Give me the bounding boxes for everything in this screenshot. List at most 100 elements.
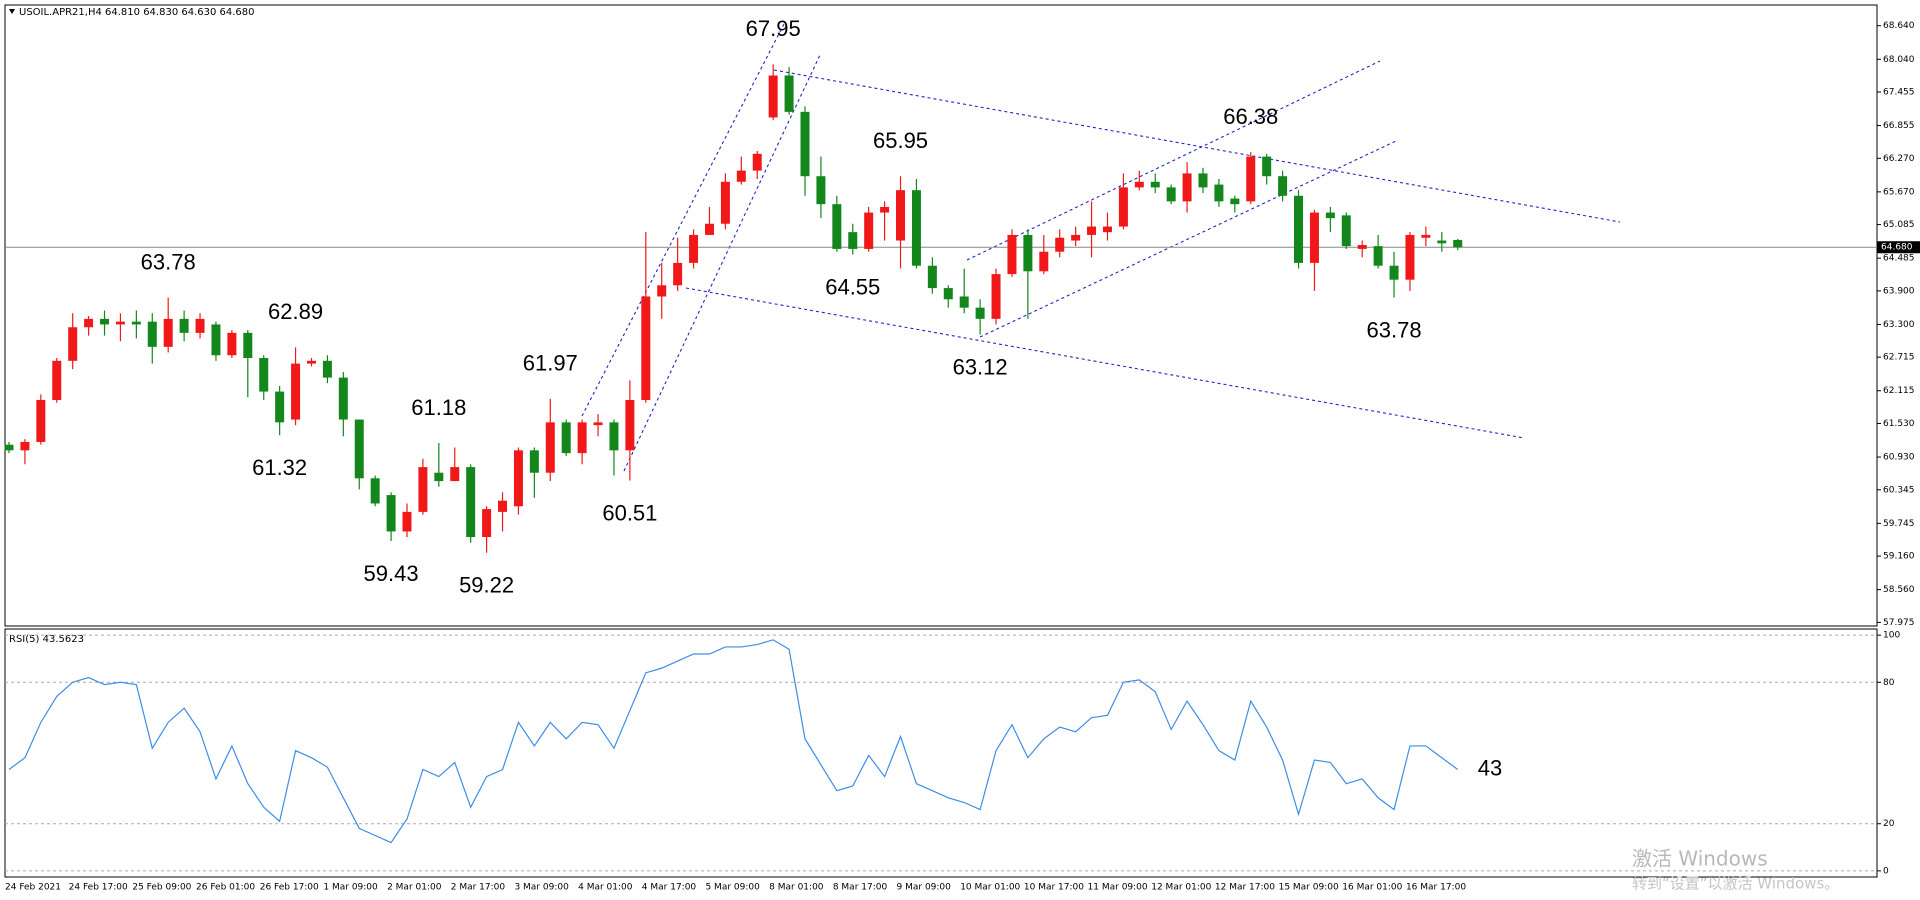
rsi-annotation: 43 — [1478, 755, 1502, 780]
last-price-label: 64.680 — [1881, 243, 1913, 253]
price-annotation: 64.55 — [825, 274, 880, 299]
y-tick-label: 62.115 — [1883, 386, 1915, 396]
y-tick-label: 63.300 — [1883, 320, 1915, 330]
candle-body — [1071, 234, 1081, 241]
price-annotation: 65.95 — [873, 128, 928, 153]
candle-body — [1118, 187, 1128, 227]
candle-body — [434, 472, 444, 482]
candle-body — [1182, 173, 1192, 202]
price-annotation: 63.78 — [1367, 317, 1422, 342]
candle-body — [498, 500, 508, 512]
y-tick-label: 66.270 — [1883, 154, 1915, 164]
price-annotation: 59.43 — [364, 561, 419, 586]
candle-body — [673, 262, 683, 286]
candle-body — [68, 327, 78, 361]
candle-body — [354, 419, 364, 479]
x-tick-label: 12 Mar 17:00 — [1215, 883, 1275, 893]
y-tick-label: 68.640 — [1883, 21, 1915, 31]
candle-body — [418, 467, 428, 512]
candle-body — [386, 495, 396, 532]
x-tick-label: 26 Feb 17:00 — [260, 883, 319, 893]
candle-body — [1023, 234, 1033, 272]
candle-body — [752, 153, 762, 171]
price-annotation: 61.18 — [411, 395, 466, 420]
candle-body — [1437, 240, 1447, 244]
candle-body — [243, 332, 253, 359]
candle-body — [306, 360, 316, 364]
y-tick-label: 65.085 — [1883, 220, 1915, 230]
candle-body — [561, 422, 571, 454]
candle-body — [275, 391, 285, 423]
y-tick-label: 20 — [1883, 819, 1895, 829]
trend-line — [773, 69, 1621, 223]
x-tick-label: 2 Mar 17:00 — [451, 883, 506, 893]
trend-line — [979, 140, 1397, 338]
candle-body — [641, 296, 651, 400]
y-tick-label: 61.530 — [1883, 419, 1915, 429]
x-tick-label: 8 Mar 17:00 — [833, 883, 888, 893]
x-tick-label: 1 Mar 09:00 — [323, 883, 378, 893]
candle-body — [1262, 156, 1272, 177]
candle-body — [657, 285, 667, 297]
watermark: 激活 Windows — [1632, 847, 1768, 871]
candle-body — [163, 318, 173, 347]
candle-body — [704, 223, 714, 235]
y-tick-label: 80 — [1883, 678, 1895, 688]
candle-body — [1389, 265, 1399, 280]
candle-body — [1341, 215, 1351, 247]
candle-body — [259, 358, 269, 392]
y-tick-label: 64.485 — [1883, 254, 1915, 264]
price-annotation: 63.78 — [141, 249, 196, 274]
candle-body — [179, 318, 189, 333]
x-tick-label: 10 Mar 01:00 — [960, 883, 1020, 893]
price-annotation: 60.51 — [602, 500, 657, 525]
x-tick-label: 16 Mar 17:00 — [1406, 883, 1466, 893]
candle-body — [466, 467, 476, 538]
candle-body — [1102, 226, 1112, 233]
candle-body — [848, 232, 858, 249]
x-tick-label: 16 Mar 01:00 — [1342, 883, 1402, 893]
rsi-panel — [4, 628, 1878, 878]
trend-lines — [581, 23, 1621, 472]
candle-body — [625, 399, 635, 451]
y-tick-label: 65.670 — [1883, 187, 1915, 197]
candle-body — [689, 234, 699, 263]
candle-body — [36, 399, 46, 442]
trend-line — [966, 60, 1381, 261]
candle-body — [609, 422, 619, 451]
candle-body — [450, 467, 460, 482]
candle-body — [896, 190, 906, 241]
x-tick-label: 24 Feb 17:00 — [69, 883, 128, 893]
candle-body — [482, 509, 492, 538]
candle-body — [100, 318, 110, 325]
y-tick-label: 59.745 — [1883, 519, 1915, 529]
candle-body — [115, 321, 125, 325]
candle-body — [1039, 251, 1049, 272]
y-tick-label: 60.345 — [1883, 485, 1915, 495]
x-tick-label: 8 Mar 01:00 — [769, 883, 824, 893]
candle-body — [370, 478, 380, 504]
candle-body — [991, 274, 1001, 319]
y-tick-label: 59.160 — [1883, 552, 1915, 562]
price-annotation: 63.12 — [953, 354, 1008, 379]
last-price-box — [1877, 241, 1920, 254]
candle-body — [975, 307, 985, 319]
x-tick-label: 25 Feb 09:00 — [132, 883, 191, 893]
candle-body — [1405, 234, 1415, 280]
candle-body — [20, 441, 30, 451]
candle-body — [1150, 181, 1160, 188]
candle-body — [338, 377, 348, 420]
candle-body — [864, 212, 874, 249]
candle-body — [577, 422, 587, 454]
x-tick-label: 2 Mar 01:00 — [387, 883, 442, 893]
price-panel — [4, 4, 1878, 627]
y-tick-label: 60.930 — [1883, 453, 1915, 463]
candle-body — [545, 422, 555, 473]
price-annotation: 66.38 — [1223, 104, 1278, 129]
candle-body — [1166, 187, 1176, 202]
candle-body — [1453, 239, 1463, 248]
candle-body — [911, 190, 921, 266]
price-annotation: 62.89 — [268, 299, 323, 324]
trend-line — [685, 287, 1525, 439]
candle-body — [322, 360, 332, 378]
